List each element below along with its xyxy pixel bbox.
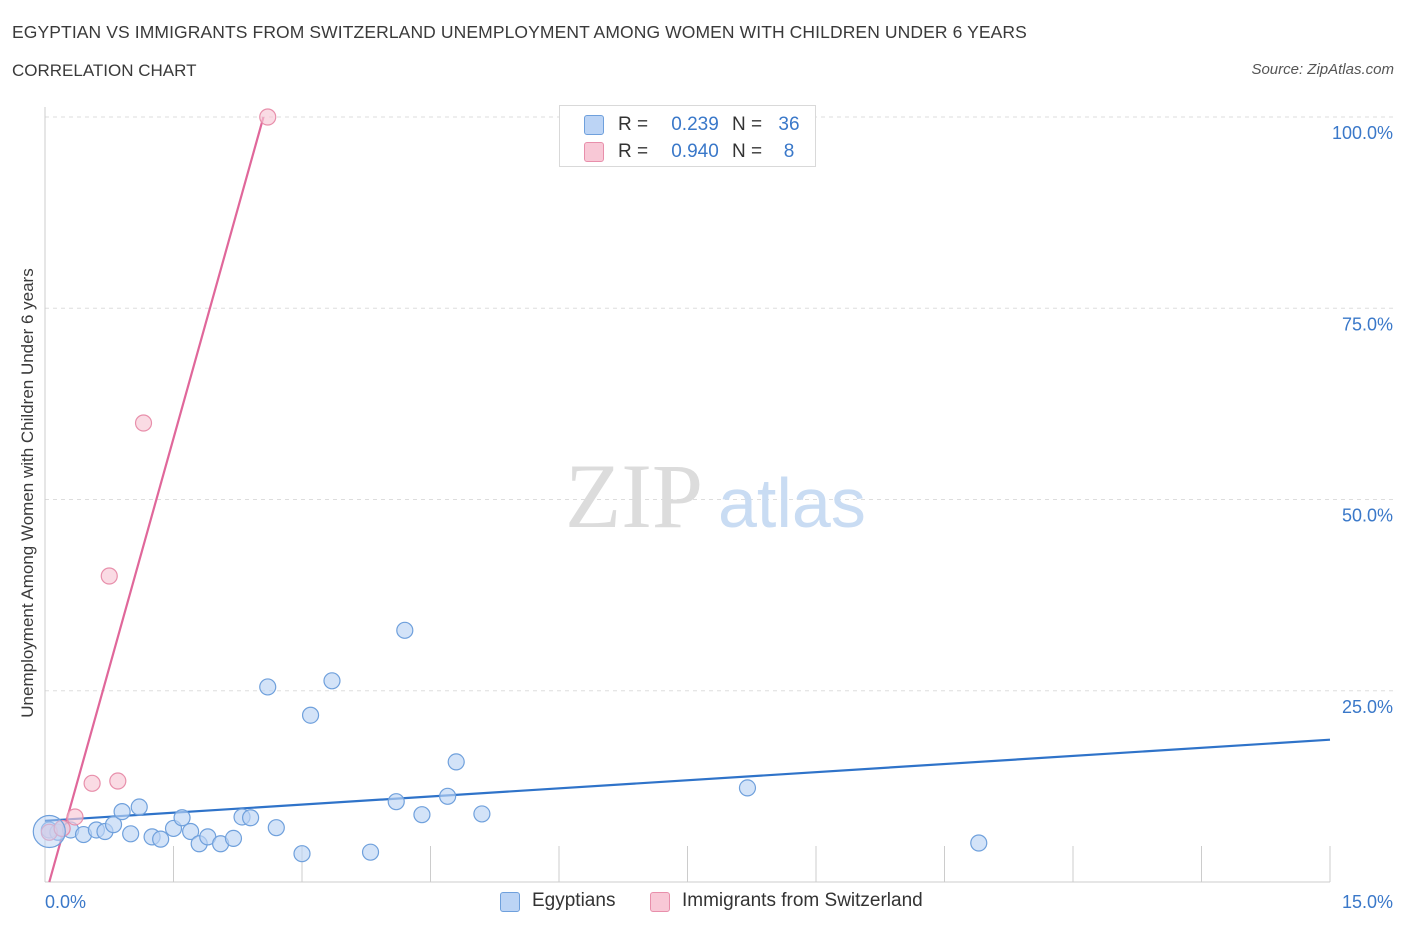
data-point-blue <box>293 845 311 863</box>
tick-labels: 25.0% 50.0% 75.0% 100.0% 0.0% 15.0% <box>45 123 1393 912</box>
data-point-pink <box>259 108 277 126</box>
axes <box>44 107 1331 883</box>
legend-label: Egyptians <box>532 890 616 911</box>
grid <box>45 116 1395 692</box>
data-points <box>32 108 988 863</box>
data-point-blue <box>173 809 191 827</box>
data-point-pink <box>83 774 101 792</box>
y-tick-label: 25.0% <box>1342 697 1393 717</box>
data-point-blue <box>738 779 757 797</box>
data-point-blue <box>439 787 457 805</box>
data-point-blue <box>396 621 414 639</box>
data-point-blue <box>361 843 380 861</box>
chart-subtitle: CORRELATION CHART <box>12 61 197 80</box>
n-label: N = <box>732 141 763 162</box>
data-point-blue <box>323 672 341 690</box>
data-point-blue <box>970 834 988 852</box>
data-point-blue <box>130 798 148 816</box>
source-note: Source: ZipAtlas.com <box>1251 61 1394 78</box>
y-tick-label: 50.0% <box>1342 506 1393 526</box>
data-point-blue <box>301 706 320 724</box>
legend-swatch-pink <box>650 892 670 912</box>
data-point-blue <box>122 825 140 843</box>
data-point-pink <box>66 808 84 826</box>
data-point-blue <box>104 816 123 834</box>
watermark-atlas: atlas <box>718 464 866 542</box>
x-tick-label: 15.0% <box>1342 892 1393 912</box>
legend-swatch-pink <box>584 142 604 162</box>
data-point-blue <box>473 805 491 823</box>
legend-label: Immigrants from Switzerland <box>682 890 923 911</box>
data-point-cluster <box>32 814 66 849</box>
legend-swatch-blue <box>500 892 520 912</box>
watermark-zip: ZIP <box>565 445 703 547</box>
data-point-pink <box>134 414 153 432</box>
data-point-blue <box>152 830 170 848</box>
data-point-pink <box>100 567 118 585</box>
zipatlas-watermark: ZIP atlas <box>565 445 866 547</box>
trend-line-pink <box>48 116 265 883</box>
correlation-legend: R = 0.239 N = 36 R = 0.940 N = 8 <box>559 105 816 167</box>
data-point-blue <box>413 806 431 824</box>
data-point-blue <box>259 678 277 696</box>
x-tick-label: 0.0% <box>45 892 86 912</box>
r-label: R = <box>618 114 649 135</box>
data-point-pink <box>109 772 127 790</box>
data-point-blue <box>267 819 285 837</box>
trend-lines <box>44 116 1331 883</box>
data-point-blue <box>242 809 260 827</box>
trend-line-blue <box>44 738 1331 822</box>
data-point-blue <box>113 803 131 821</box>
y-tick-label: 100.0% <box>1332 123 1393 143</box>
data-point-blue <box>182 822 200 841</box>
r-value: 0.239 <box>671 114 719 135</box>
r-value: 0.940 <box>671 141 719 162</box>
data-point-blue <box>447 753 465 771</box>
n-value: 8 <box>783 141 795 162</box>
y-tick-label: 75.0% <box>1342 314 1393 334</box>
r-label: R = <box>618 141 649 162</box>
n-value: 36 <box>778 114 800 135</box>
data-point-blue <box>387 793 405 811</box>
chart-title: EGYPTIAN VS IMMIGRANTS FROM SWITZERLAND … <box>12 22 1027 42</box>
n-label: N = <box>732 114 763 135</box>
data-point-blue <box>224 829 243 847</box>
legend-swatch-blue <box>584 115 604 135</box>
